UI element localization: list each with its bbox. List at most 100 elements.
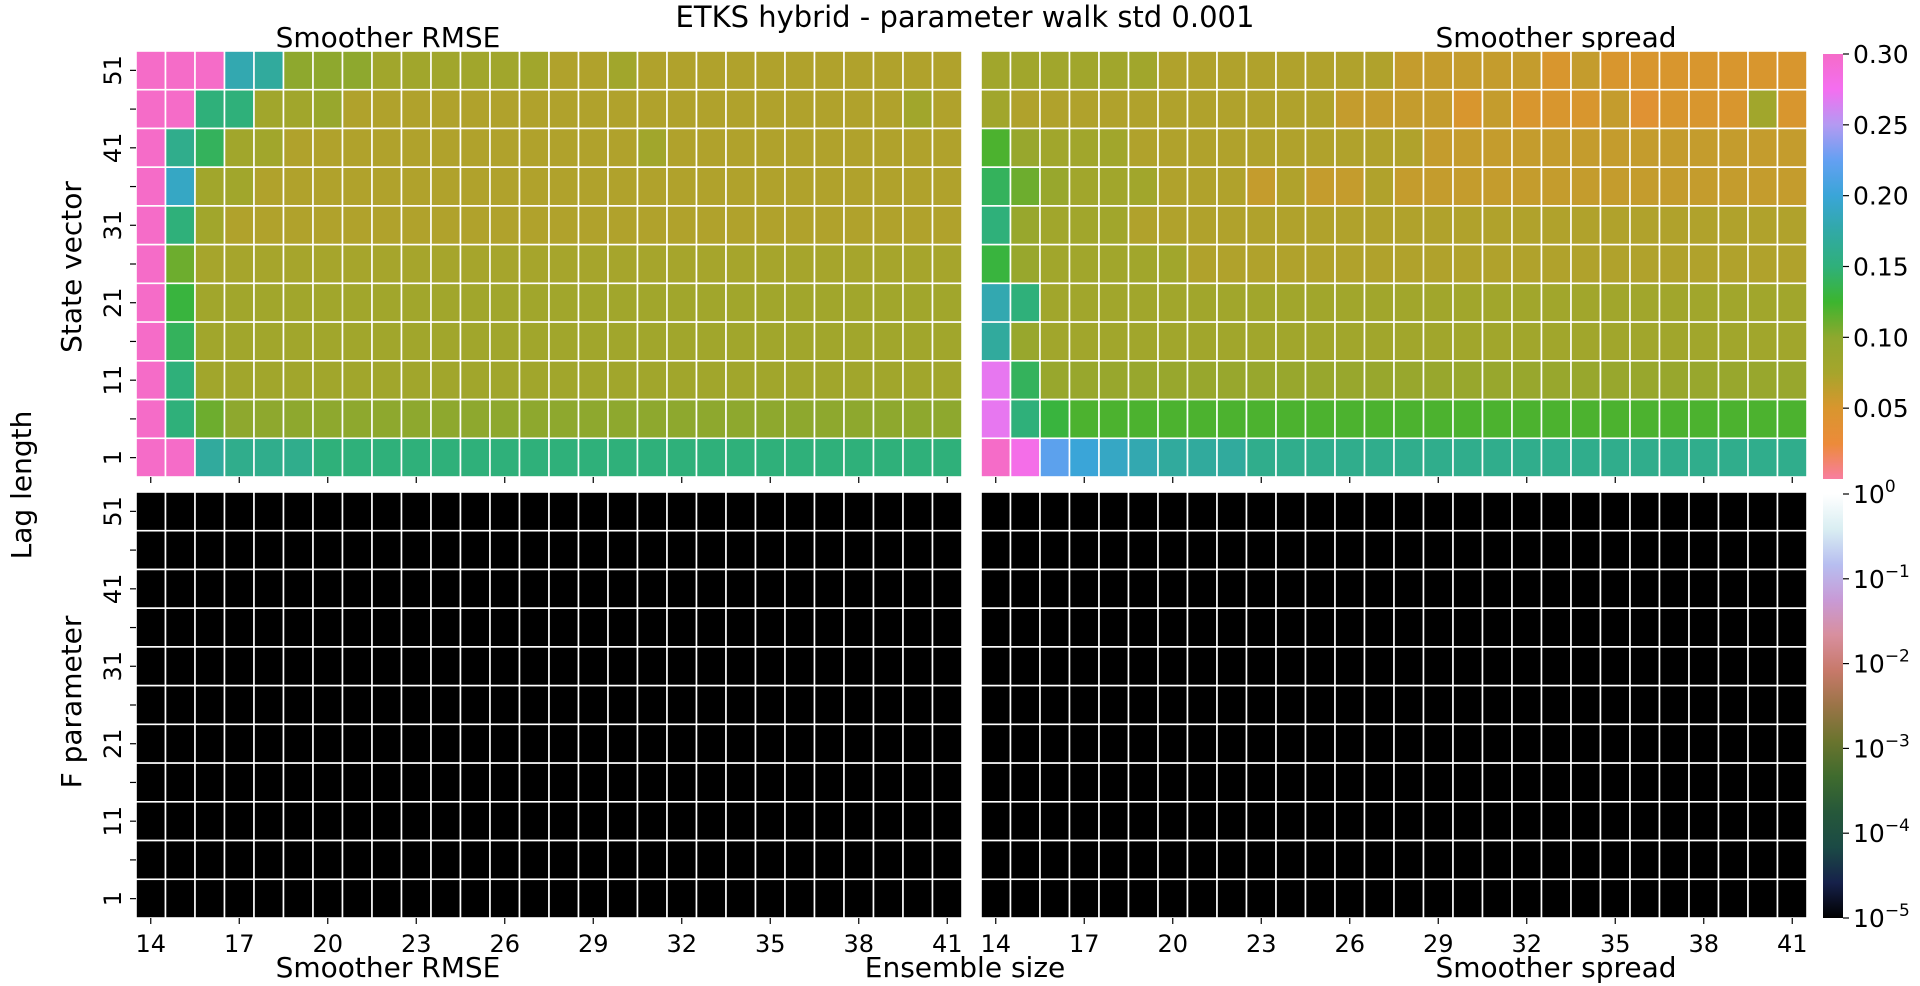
heatmap-cell <box>1688 839 1720 881</box>
heatmap-cell <box>1599 839 1631 881</box>
heatmap-cell <box>1422 321 1454 362</box>
heatmap-cell <box>253 321 285 362</box>
heatmap-cell <box>784 360 816 401</box>
heatmap-cell <box>341 529 373 571</box>
heatmap-cell <box>1422 50 1454 91</box>
heatmap-cell <box>1717 166 1749 207</box>
heatmap-cell <box>902 491 934 532</box>
heatmap-cell <box>1511 321 1543 362</box>
heatmap-cell <box>872 568 904 609</box>
heatmap-cell <box>194 50 226 91</box>
heatmap-cell <box>548 607 580 648</box>
heatmap-cell <box>1717 607 1749 648</box>
heatmap-cell <box>282 243 314 285</box>
heatmap-cell <box>489 360 521 401</box>
colorbar-tick-label: 0.25 <box>1853 111 1909 140</box>
heatmap-cell <box>1098 50 1130 91</box>
heatmap-cell <box>430 529 462 571</box>
heatmap-cell <box>1009 684 1041 726</box>
heatmap-cell <box>253 437 285 478</box>
heatmap-cell <box>312 437 344 478</box>
heatmap-cell <box>843 88 875 130</box>
heatmap-cell <box>1304 205 1336 246</box>
heatmap-cell <box>1688 88 1720 130</box>
heatmap-cell <box>1009 878 1041 919</box>
heatmap-cell <box>725 723 757 764</box>
heatmap-cell <box>164 360 196 401</box>
heatmap-cell <box>666 762 698 803</box>
heatmap-cell <box>371 398 403 440</box>
heatmap-cell <box>489 205 521 246</box>
heatmap-cell <box>459 88 491 130</box>
heatmap-cell <box>1393 723 1425 764</box>
heatmap-cell <box>725 801 757 842</box>
heatmap-cell <box>400 529 432 571</box>
heatmap-cell <box>1157 839 1189 881</box>
heatmap-cell <box>1275 321 1307 362</box>
heatmap-cell <box>194 360 226 401</box>
heatmap-cell <box>1216 282 1248 323</box>
heatmap-cell <box>548 878 580 919</box>
heatmap-cell <box>1511 878 1543 919</box>
x-tick-label: 41 <box>932 930 963 958</box>
heatmap-cell <box>1452 568 1484 609</box>
heatmap-cell <box>1658 568 1690 609</box>
heatmap-cell <box>931 568 963 609</box>
heatmap-cell <box>400 282 432 323</box>
heatmap-cell <box>1186 166 1218 207</box>
heatmap-cell <box>253 243 285 285</box>
heatmap-cell <box>1304 360 1336 401</box>
heatmap-cell <box>813 88 845 130</box>
heatmap-cell <box>489 839 521 881</box>
heatmap-cell <box>164 568 196 609</box>
heatmap-cell <box>282 646 314 687</box>
heatmap-cell <box>1009 491 1041 532</box>
heatmap-cell <box>666 437 698 478</box>
heatmap-cell <box>725 321 757 362</box>
heatmap-cell <box>1245 205 1277 246</box>
heatmap-cell <box>459 607 491 648</box>
heatmap-cell <box>1629 437 1661 478</box>
heatmap-cell <box>1747 646 1779 687</box>
heatmap-cell <box>1039 762 1071 803</box>
heatmap-cell <box>1068 878 1100 919</box>
heatmap-cell <box>872 878 904 919</box>
heatmap-cell <box>577 801 609 842</box>
heatmap-cell <box>1422 88 1454 130</box>
heatmap-cell <box>135 437 167 478</box>
heatmap-cell <box>1245 839 1277 881</box>
heatmap-cell <box>223 243 255 285</box>
heatmap-cell <box>1039 723 1071 764</box>
heatmap-cell <box>577 607 609 648</box>
heatmap-cell <box>725 646 757 687</box>
heatmap-cell <box>1098 723 1130 764</box>
colorbar-log-bar <box>1823 494 1843 918</box>
heatmap-cell <box>931 607 963 648</box>
heatmap-cell <box>194 491 226 532</box>
heatmap-cell <box>1039 88 1071 130</box>
heatmap-cell <box>1009 762 1041 803</box>
heatmap-cell <box>784 88 816 130</box>
heatmap-cell <box>980 127 1012 168</box>
heatmap-cell <box>607 360 639 401</box>
heatmap-cell <box>1039 568 1071 609</box>
heatmap-cell <box>607 243 639 285</box>
heatmap-cell <box>1216 166 1248 207</box>
heatmap-cell <box>282 762 314 803</box>
heatmap-cell <box>784 568 816 609</box>
colorbar-linear-bar <box>1823 54 1843 479</box>
heatmap-cell <box>1304 437 1336 478</box>
heatmap-cell <box>636 50 668 91</box>
heatmap-cell <box>666 723 698 764</box>
heatmap-cell <box>518 568 550 609</box>
heatmap-cell <box>754 491 786 532</box>
heatmap-cell <box>312 166 344 207</box>
heatmap-cell <box>164 801 196 842</box>
heatmap-cell <box>518 50 550 91</box>
heatmap-cell <box>518 646 550 687</box>
heatmap-cell <box>1599 723 1631 764</box>
heatmap-cell <box>341 801 373 842</box>
heatmap-cell <box>1216 684 1248 726</box>
heatmap-cell <box>1363 568 1395 609</box>
heatmap-cell <box>253 568 285 609</box>
